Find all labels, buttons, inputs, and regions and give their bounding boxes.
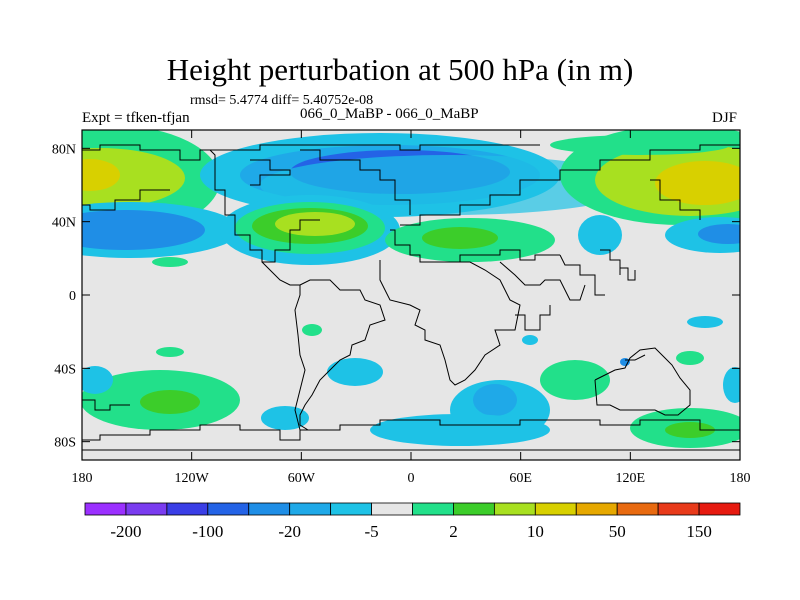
colorbar-label: 2 — [449, 522, 458, 541]
contour-region — [370, 414, 550, 446]
contour-region — [522, 335, 538, 345]
season-label: DJF — [712, 110, 738, 126]
contour-region — [302, 324, 322, 336]
x-tick-label: 180 — [730, 471, 751, 486]
coastline — [82, 144, 540, 161]
contour-region — [82, 159, 120, 191]
contour-region — [152, 257, 188, 267]
contour-region — [156, 347, 184, 357]
x-tick-label: 120E — [616, 471, 646, 486]
coastline — [390, 229, 560, 263]
contour-region — [676, 351, 704, 365]
colorbar-swatch — [289, 502, 332, 516]
colorbar-swatch — [657, 502, 700, 516]
colorbar-label: -5 — [364, 522, 378, 541]
coastline — [379, 260, 521, 386]
coastline — [594, 347, 691, 416]
contour-region — [655, 161, 740, 205]
contour-region — [540, 360, 610, 400]
coastline — [499, 261, 586, 301]
coastline — [650, 179, 701, 220]
contour-fill-layer — [82, 130, 740, 448]
x-tick-label: 60W — [288, 471, 316, 486]
colorbar-swatch — [698, 502, 741, 516]
contour-region — [578, 215, 622, 255]
coastline — [82, 440, 740, 451]
contour-region — [665, 422, 715, 438]
contour-region — [82, 210, 205, 250]
colorbar-swatch — [330, 502, 372, 516]
y-tick-label: 80S — [54, 436, 76, 451]
y-tick-label: 80N — [52, 142, 76, 157]
colorbar-swatch — [248, 502, 291, 516]
y-tick-label: 40S — [54, 362, 76, 377]
contour-region — [422, 227, 498, 249]
coastline — [600, 249, 621, 275]
coastline — [400, 144, 740, 226]
contour-region — [261, 406, 309, 430]
colorbar-swatch — [125, 502, 168, 516]
x-tick-label: 0 — [408, 471, 415, 486]
coastline — [82, 399, 130, 411]
colorbar-label: -200 — [110, 522, 141, 541]
case-label: 066_0_MaBP - 066_0_MaBP — [300, 106, 479, 122]
colorbar-swatch — [412, 502, 454, 516]
colorbar-label: -20 — [278, 522, 301, 541]
colorbar-label: 150 — [686, 522, 712, 541]
contour-region — [687, 316, 723, 328]
axis-ticks: 80N 40N 0 40S 80S 180 120W 60W 0 60E 120E 180 — [52, 130, 751, 486]
page-title: Height perturbation at 500 hPa (in m) — [166, 52, 634, 87]
coastline — [209, 149, 320, 263]
colorbar-label: -100 — [192, 522, 223, 541]
x-tick-label: 120W — [175, 471, 210, 486]
coastline-layer — [82, 144, 740, 451]
y-tick-label: 40N — [52, 216, 76, 231]
coastline — [300, 149, 411, 215]
colorbar-swatch — [534, 502, 577, 516]
coastline — [620, 267, 636, 281]
contour-region — [275, 212, 355, 236]
y-tick-label: 0 — [69, 289, 76, 304]
coastline — [625, 354, 646, 361]
colorbar-swatch — [207, 502, 250, 516]
contour-region — [327, 358, 383, 386]
stats-label: rmsd= 5.4774 diff= 5.40752e-08 — [190, 93, 374, 108]
contour-region — [473, 384, 517, 416]
colorbar: -200 -100 -20 -5 2 10 50 150 — [84, 502, 741, 541]
coastline — [515, 305, 551, 331]
coastline — [250, 159, 291, 186]
contour-region — [698, 224, 740, 244]
colorbar-swatch — [166, 502, 209, 516]
colorbar-swatch — [371, 502, 413, 516]
coastline — [261, 261, 300, 286]
colorbar-swatch — [453, 502, 495, 516]
coastline — [559, 254, 605, 296]
contour-region — [140, 390, 200, 414]
colorbar-label: 50 — [609, 522, 626, 541]
colorbar-label: 10 — [527, 522, 544, 541]
coastline — [82, 189, 170, 211]
colorbar-swatch — [575, 502, 618, 516]
colorbar-swatch — [84, 502, 127, 516]
coastline — [82, 419, 740, 441]
colorbar-swatch — [616, 502, 659, 516]
x-tick-label: 180 — [72, 471, 93, 486]
contour-region — [82, 366, 113, 394]
colorbar-swatch — [493, 502, 536, 516]
contour-region — [723, 367, 740, 403]
experiment-label: Expt = tfken-tfjan — [82, 110, 190, 126]
coastline — [294, 279, 386, 431]
x-tick-label: 60E — [509, 471, 532, 486]
